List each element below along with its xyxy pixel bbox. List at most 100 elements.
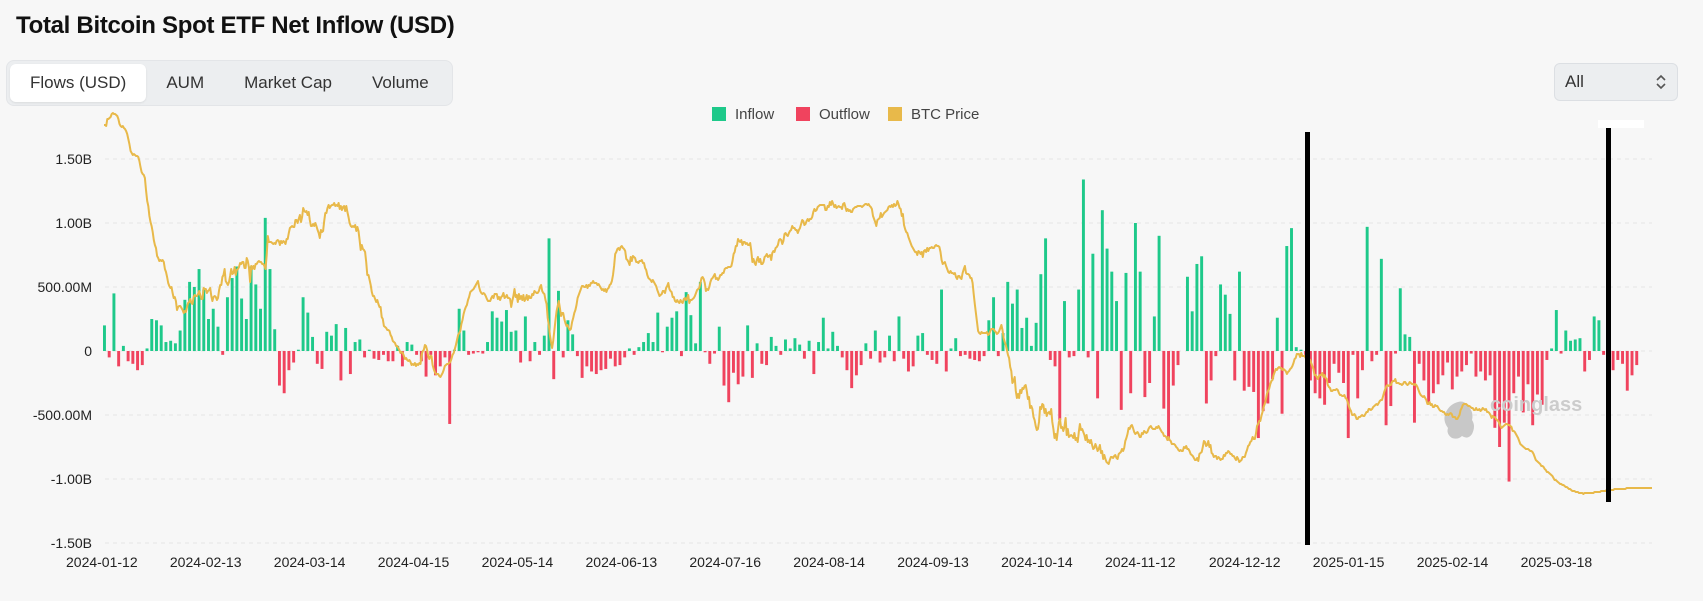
legend-item-outflow[interactable]: Outflow [796, 106, 870, 123]
outflow-bar [377, 351, 381, 360]
inflow-bar [954, 338, 958, 351]
outflow-bar [140, 351, 144, 366]
inflow-bar [1020, 327, 1024, 351]
outflow-bar [618, 351, 622, 366]
outflow-bar [713, 351, 716, 354]
time-range-select[interactable]: All [1554, 63, 1678, 101]
inflow-bar [1105, 248, 1109, 351]
marker-line [1305, 132, 1310, 545]
outflow-bar [1375, 351, 1379, 355]
outflow-bar [471, 351, 475, 354]
inflow-bar [1190, 311, 1194, 351]
inflow-bar [1564, 330, 1568, 351]
inflow-bar [268, 269, 272, 351]
inflow-bar [1275, 317, 1279, 351]
outflow-bar [590, 351, 594, 372]
x-tick-label: 2024-04-15 [378, 554, 450, 570]
x-tick-label: 2024-07-16 [689, 554, 761, 570]
inflow-bar [807, 340, 811, 351]
inflow-bar [1044, 238, 1048, 351]
x-tick-label: 2024-10-14 [1001, 554, 1073, 570]
outflow-bar [1389, 351, 1393, 407]
inflow-bar [164, 342, 168, 351]
outflow-bar [722, 351, 726, 386]
inflow-bar [1110, 271, 1114, 351]
legend-item-inflow[interactable]: Inflow [712, 106, 774, 123]
inflow-bar [1081, 179, 1085, 351]
outflow-bar [765, 351, 769, 366]
inflow-bar [103, 325, 106, 351]
outflow-bar [126, 351, 130, 362]
inflow-bar [542, 335, 546, 351]
inflow-bar [358, 339, 362, 351]
outflow-bar [963, 351, 967, 355]
inflow-bar [169, 340, 173, 351]
tab-aum[interactable]: AUM [166, 73, 205, 92]
inflow-bar [1592, 316, 1596, 351]
inflow-bar [1133, 223, 1137, 351]
inflow-bar [230, 278, 234, 351]
outflow-bar [391, 351, 395, 362]
inflow-bar [694, 343, 698, 351]
inflow-bar [301, 297, 305, 351]
outflow-bar [1233, 351, 1237, 381]
inflow-bar [788, 348, 792, 351]
inflow-bar [1152, 316, 1156, 351]
inflow-bar [793, 338, 797, 351]
outflow-bar [1507, 351, 1511, 482]
inflow-bar [1569, 340, 1572, 351]
inflow-bar [698, 281, 702, 351]
outflow-bar [292, 351, 296, 363]
inflow-bar [571, 334, 575, 351]
outflow-bar [1266, 351, 1270, 404]
outflow-bar [973, 351, 977, 360]
inflow-bar [817, 342, 821, 351]
y-tick-label: 500.00M [38, 279, 92, 295]
outflow-bar [594, 351, 598, 375]
inflow-bar [1285, 246, 1289, 351]
tab-market-cap[interactable]: Market Cap [244, 73, 332, 92]
inflow-bar [273, 329, 277, 351]
outflow-bar [859, 351, 863, 366]
tab-volume[interactable]: Volume [372, 73, 429, 92]
outflow-bar [221, 351, 225, 355]
outflow-bar [107, 351, 111, 358]
outflow-bar [1417, 351, 1421, 364]
outflow-bar [481, 351, 485, 354]
inflow-bar [1228, 313, 1232, 351]
outflow-bar [1332, 351, 1336, 364]
outflow-bar [575, 351, 579, 357]
outflow-bar [609, 351, 612, 359]
outflow-bar [708, 351, 712, 364]
outflow-bar [1545, 351, 1549, 360]
outflow-bar [315, 351, 319, 364]
legend-item-btc-price[interactable]: BTC Price [888, 106, 979, 123]
outflow-bar [1129, 351, 1133, 394]
inflow-bar [940, 289, 943, 351]
inflow-bar [1299, 349, 1303, 351]
inflow-bar [651, 342, 655, 351]
x-tick-label: 2024-12-12 [1209, 554, 1281, 570]
outflow-bar [434, 351, 437, 376]
outflow-bar [869, 351, 873, 359]
outflow-bar [741, 351, 745, 377]
outflow-bar [1521, 351, 1525, 413]
outflow-bar [386, 351, 390, 362]
outflow-bar [1261, 351, 1265, 412]
inflow-bar [755, 343, 759, 351]
inflow-bar [330, 335, 333, 351]
outflow-bar [400, 351, 404, 367]
inflow-bar [864, 343, 868, 351]
inflow-bar [202, 289, 206, 351]
inflow-bar [523, 316, 527, 351]
outflow-bar [935, 351, 939, 364]
tab-flows-usd[interactable]: Flows (USD) [10, 64, 147, 102]
inflow-bar [1573, 339, 1577, 351]
inflow-bar [897, 316, 901, 351]
inflow-bar [500, 321, 504, 351]
inflow-bar [192, 287, 196, 351]
inflow-bar [183, 299, 187, 351]
outflow-bar [1427, 351, 1431, 404]
outflow-bar [982, 351, 986, 357]
x-tick-label: 2025-01-15 [1313, 554, 1385, 570]
